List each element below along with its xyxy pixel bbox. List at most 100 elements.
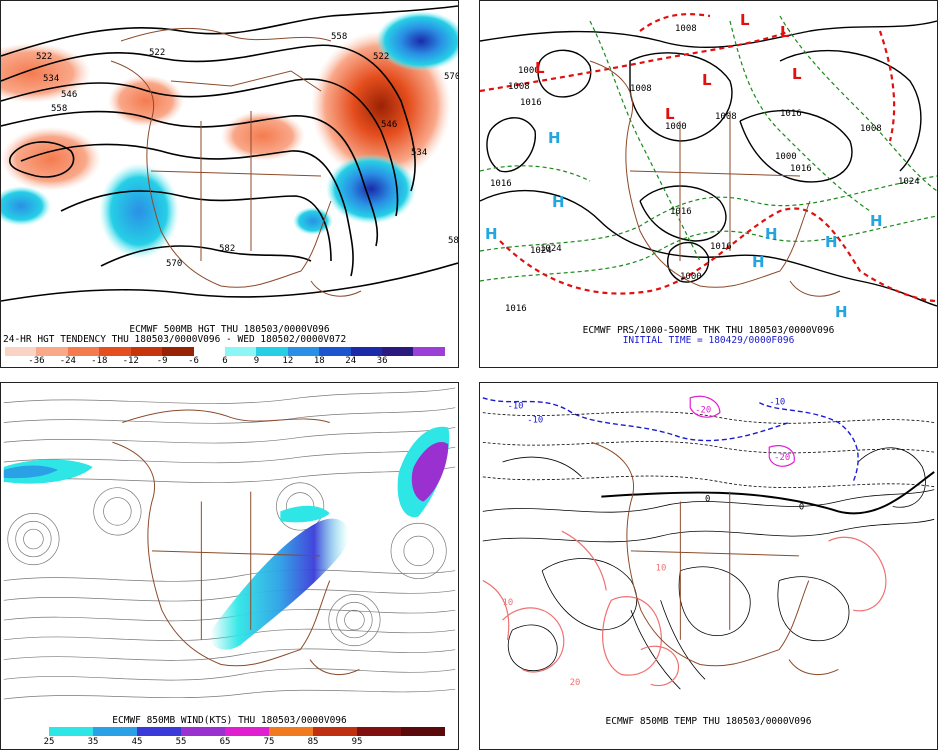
contour-label: 558: [331, 32, 347, 42]
colorbar-swatch: [224, 347, 257, 356]
colorbar-swatch: [313, 727, 357, 736]
panel-caption-tendency: 24-HR HGT TENDENCY THU 180503/0000V096 -…: [3, 334, 347, 345]
isotherm-label: 10: [656, 564, 667, 574]
colorbar-swatch: [269, 727, 313, 736]
colorbar-swatch: [5, 347, 37, 356]
contour-label: 522: [373, 52, 389, 62]
contour-label: 558: [51, 104, 67, 114]
isobar-label: 1008: [675, 24, 697, 34]
colorbar-swatch: [162, 347, 194, 356]
contour-label: 570: [166, 259, 182, 269]
isobar-label: 1016: [520, 98, 542, 108]
map-850mb-wind: [3, 387, 456, 700]
colorbar-swatch: [193, 347, 225, 356]
colorbar-swatch: [357, 727, 401, 736]
low-pressure-marker: L: [535, 59, 545, 77]
isotherm-label: 10: [503, 598, 514, 608]
colorbar-swatch: [99, 347, 131, 356]
colorbar-tick-label: 85: [307, 737, 319, 747]
colorbar-swatch: [130, 347, 163, 356]
colorbar-tick-label: 45: [131, 737, 143, 747]
low-pressure-marker: L: [780, 23, 790, 41]
colorbar-tick-label: 6: [222, 356, 228, 366]
colorbar-tick-label: 12: [282, 356, 294, 366]
isobar-label: 1008: [715, 112, 737, 122]
panel-500mb-height: 522 534 546 558 570 582 522 546 534 522 …: [0, 0, 459, 368]
contour-label: 534: [43, 74, 59, 84]
high-pressure-marker: H: [835, 303, 848, 321]
isobar-label: 1024: [530, 246, 552, 256]
isotherm-label: 0: [705, 495, 710, 505]
isobar-label: 1016: [670, 207, 692, 217]
contour-label: 582: [448, 236, 458, 246]
isotherm-label: 0: [799, 502, 804, 512]
colorbar-tick-label: 9: [253, 356, 260, 366]
isotherm-label: 20: [570, 678, 581, 688]
isobar-label: 1016: [490, 179, 512, 189]
colorbar-wind-speed: [5, 727, 445, 736]
contour-label: 534: [411, 148, 427, 158]
isobar-label: 1008: [860, 124, 882, 134]
colorbar-tick-label: 75: [263, 737, 275, 747]
isobar-label: 1000: [680, 272, 702, 282]
high-pressure-marker: H: [752, 253, 765, 271]
colorbar-swatch: [401, 727, 445, 736]
isobar-label: 1016: [780, 109, 802, 119]
contour-label: 522: [36, 52, 52, 62]
colorbar-tick-label: 65: [219, 737, 231, 747]
colorbar-swatch: [137, 727, 181, 736]
colorbar-tick-label: 95: [351, 737, 363, 747]
colorbar-tick-label: 55: [175, 737, 187, 747]
low-pressure-marker: L: [665, 105, 675, 123]
colorbar-tick-label: 35: [87, 737, 99, 747]
high-pressure-marker: H: [552, 193, 565, 211]
isobar-label: 1024: [540, 244, 562, 254]
colorbar-tick-label: -18: [91, 356, 108, 366]
isobar-label: 1000: [775, 152, 797, 162]
map-pressure-thickness: 1000 1008 1016 1024 1008 1016 1000 1008 …: [480, 11, 937, 321]
colorbar-tick-label: -6: [188, 356, 199, 366]
colorbar-tick-label: -36: [28, 356, 45, 366]
isobar-label: 1016: [710, 242, 732, 252]
colorbar-swatch: [287, 347, 320, 356]
panel-caption: ECMWF 850MB WIND(KTS) THU 180503/0000V09…: [112, 715, 347, 726]
panel-850mb-temp: -10 -10 -20 -20 -10 0 0 10 10 20 ECMWF 8…: [479, 382, 938, 750]
colorbar-swatch: [93, 727, 137, 736]
isobar-label: 1008: [630, 84, 652, 94]
contour-label: 570: [444, 72, 458, 82]
high-pressure-marker: H: [825, 233, 838, 251]
colorbar-swatch: [5, 727, 49, 736]
colorbar-tick-label: 24: [345, 356, 357, 366]
colorbar-tick-label: -12: [122, 356, 139, 366]
colorbar-swatch: [49, 727, 93, 736]
isobar-label: 1016: [505, 304, 527, 314]
colorbar-swatch: [382, 347, 414, 356]
colorbar-swatch: [350, 347, 383, 356]
isotherm-label: -10: [507, 402, 523, 412]
low-pressure-marker: L: [792, 65, 802, 83]
colorbar-ticks: -36 -24 -18 -12 -9 -6 6 9 12 18 24 36: [5, 356, 445, 367]
colorbar-swatch: [36, 347, 68, 356]
low-pressure-marker: L: [702, 71, 712, 89]
high-pressure-marker: H: [548, 129, 561, 147]
high-pressure-marker: H: [485, 225, 498, 243]
isobar-label: 1000: [665, 122, 687, 132]
colorbar-tick-label: -9: [156, 356, 168, 366]
panel-caption: ECMWF PRS/1000-500MB THK THU 180503/0000…: [582, 325, 835, 336]
colorbar-swatch: [225, 727, 269, 736]
isobar-label: 1000: [518, 66, 540, 76]
isotherm-label: -10: [527, 416, 543, 426]
colorbar-swatch: [319, 347, 351, 356]
contour-label: 546: [61, 90, 77, 100]
panel-caption: ECMWF 850MB TEMP THU 180503/0000V096: [605, 716, 812, 727]
isotherm-label: -20: [774, 453, 790, 463]
colorbar-ticks: 25 35 45 55 65 75 85 95: [5, 737, 445, 749]
colorbar-swatch: [181, 727, 225, 736]
colorbar-swatch: [256, 347, 288, 356]
colorbar-swatch: [413, 347, 445, 356]
panel-pressure-thickness: 1000 1008 1016 1024 1008 1016 1000 1008 …: [479, 0, 938, 368]
isotherm-label: -20: [695, 406, 711, 416]
colorbar-height-tendency: [5, 347, 445, 356]
colorbar-tick-label: 25: [43, 737, 55, 747]
isobar-label: 1024: [898, 177, 920, 187]
